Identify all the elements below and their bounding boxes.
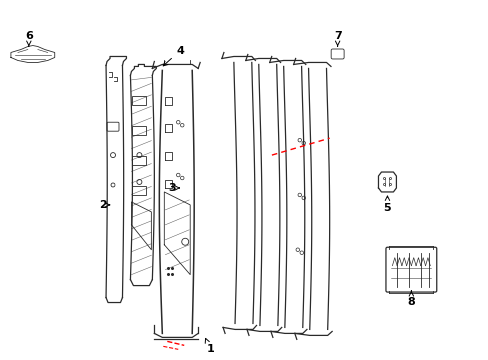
Bar <box>132 126 146 135</box>
Text: 1: 1 <box>205 338 214 354</box>
Text: 4: 4 <box>163 45 184 66</box>
FancyBboxPatch shape <box>385 247 436 292</box>
FancyBboxPatch shape <box>330 49 344 59</box>
Text: 3: 3 <box>168 183 179 193</box>
Text: 2: 2 <box>99 200 109 210</box>
Text: 7: 7 <box>333 31 341 46</box>
FancyBboxPatch shape <box>107 122 119 131</box>
Bar <box>132 156 146 165</box>
Text: 6: 6 <box>25 31 33 46</box>
Bar <box>132 96 146 105</box>
Text: 8: 8 <box>407 291 414 306</box>
Bar <box>132 186 146 195</box>
Text: 5: 5 <box>383 196 390 213</box>
